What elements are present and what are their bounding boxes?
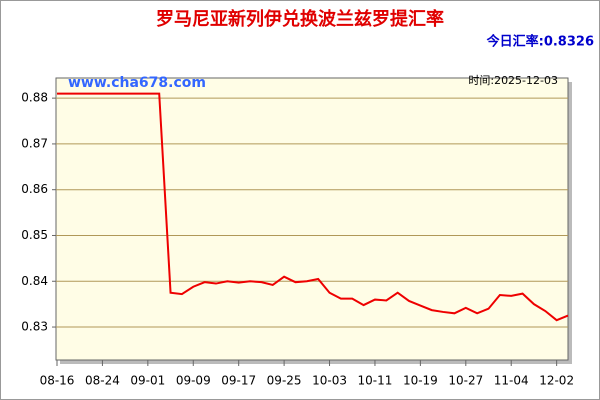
y-tick-label: 0.87: [21, 136, 48, 150]
plot-area: [55, 77, 569, 361]
x-tick-label: 09-25: [267, 374, 302, 388]
x-tick-label: 12-02: [539, 374, 574, 388]
x-tick-label: 10-03: [312, 374, 347, 388]
y-tick-label: 0.85: [21, 228, 48, 242]
x-tick-label: 09-17: [221, 374, 256, 388]
y-tick-label: 0.84: [21, 274, 48, 288]
date-note: 时间:2025-12-03: [468, 74, 558, 87]
y-tick-label: 0.83: [21, 320, 48, 334]
rate-line: [57, 92, 569, 322]
y-tick-label: 0.88: [21, 91, 48, 105]
x-tick-label: 09-01: [130, 374, 165, 388]
x-tick-label: 10-19: [403, 374, 438, 388]
x-tick-label: 11-04: [494, 374, 529, 388]
x-tick-label: 08-24: [85, 374, 120, 388]
x-tick-label: 10-11: [358, 374, 393, 388]
y-tick-label: 0.86: [21, 182, 48, 196]
chart-title: 罗马尼亚新列伊兑换波兰兹罗提汇率: [156, 8, 444, 30]
x-tick-label: 10-27: [448, 374, 483, 388]
watermark: www.cha678.com: [68, 75, 206, 91]
x-tick-label: 09-09: [176, 374, 211, 388]
x-tick-label: 08-16: [40, 374, 75, 388]
current-rate: 今日汇率:0.8326: [486, 34, 594, 50]
